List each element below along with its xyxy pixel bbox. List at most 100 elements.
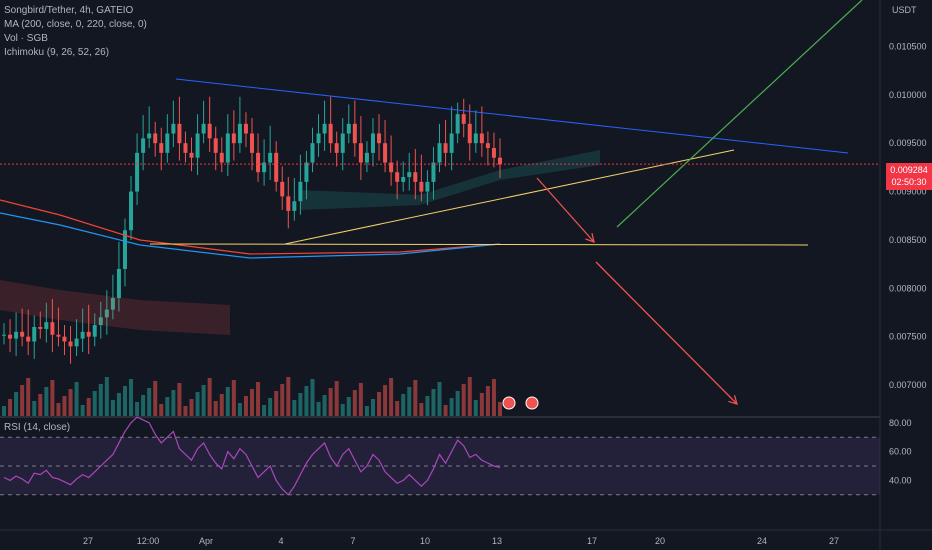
candle-body	[340, 133, 345, 153]
candle-body	[2, 334, 6, 336]
candle-body	[268, 152, 273, 163]
candle-body	[98, 317, 103, 326]
candle-body	[485, 143, 490, 149]
volume-bar	[2, 406, 6, 416]
x-tick-label: 27	[83, 536, 93, 546]
last-price: 0.009284	[890, 165, 928, 175]
candle-body	[32, 326, 37, 342]
candle-body	[44, 322, 49, 329]
candle-body	[207, 123, 212, 139]
volume-bar	[14, 392, 19, 416]
candle-body	[431, 162, 436, 182]
volume-bar	[165, 397, 170, 416]
candle-body	[455, 114, 460, 134]
volume-bar	[389, 378, 394, 416]
volume-bar	[62, 396, 67, 416]
volume-bar	[32, 401, 37, 416]
candle-body	[38, 326, 43, 329]
volume-bar	[401, 394, 406, 416]
candle-body	[413, 172, 418, 182]
candle-body	[153, 133, 158, 144]
x-tick-label: Apr	[199, 536, 213, 546]
volume-bar	[358, 383, 363, 416]
candle-body	[171, 123, 176, 134]
volume-bar	[322, 395, 327, 416]
x-tick-label: 24	[757, 536, 767, 546]
volume-bar	[383, 385, 388, 416]
volume-bar	[195, 392, 200, 416]
candle-body	[80, 331, 85, 339]
volume-bar	[364, 406, 369, 416]
candle-body	[177, 123, 182, 144]
candle-body	[304, 162, 309, 182]
candle-body	[292, 201, 297, 211]
volume-bar	[225, 387, 230, 416]
y-tick-label: 0.009500	[889, 138, 927, 148]
last-price-tag: 0.009284 02:50:30	[886, 163, 932, 190]
volume-bar	[147, 388, 152, 416]
x-tick-label: 13	[492, 536, 502, 546]
candle-body	[461, 114, 466, 124]
volume-bar	[467, 377, 472, 416]
volume-bar	[292, 400, 297, 416]
blue-trendline	[175, 78, 849, 154]
candle-body	[352, 123, 357, 144]
volume-bar	[104, 377, 109, 416]
candle-body	[250, 133, 254, 153]
volume-bar	[328, 388, 333, 416]
candle-body	[346, 123, 351, 134]
volume-bar	[437, 382, 442, 416]
red-arrow-2-head	[728, 395, 738, 405]
volume-bar	[491, 379, 496, 416]
candle-body	[316, 133, 321, 144]
volume-bar	[122, 386, 127, 416]
candle-body	[195, 133, 200, 158]
candle-body	[20, 331, 25, 337]
candle-body	[122, 230, 127, 269]
candle-body	[26, 336, 31, 342]
volume-bar	[316, 402, 321, 416]
candle-body	[425, 181, 430, 192]
volume-bar	[38, 394, 43, 416]
rsi-tick-label: 60.00	[889, 447, 912, 457]
volume-bar	[461, 384, 466, 416]
volume-bar	[213, 401, 218, 416]
volume-bar	[177, 383, 182, 416]
candle-body	[141, 138, 146, 153]
candle-body	[62, 336, 67, 342]
candle-body	[449, 133, 454, 153]
volume-bar	[80, 405, 85, 416]
candle-body	[383, 143, 388, 163]
candle-body	[189, 152, 194, 158]
candle-body	[407, 172, 412, 178]
candle-body	[322, 123, 327, 134]
volume-bar	[26, 378, 31, 416]
volume-bar	[419, 403, 424, 416]
volume-bar	[455, 391, 460, 416]
volume-bar	[237, 403, 242, 416]
candle-body	[14, 331, 19, 339]
yellow-trendline	[284, 149, 735, 245]
candle-body	[443, 143, 448, 153]
volume-bar	[68, 389, 73, 416]
x-tick-label: 7	[350, 536, 355, 546]
x-tick-label: 10	[420, 536, 430, 546]
x-tick-label: 17	[587, 536, 597, 546]
candle-body	[213, 138, 218, 153]
indicator-ichimoku: Ichimoku (9, 26, 52, 26)	[4, 47, 110, 58]
red-arrow-1-head	[585, 233, 595, 244]
x-tick-label: 27	[829, 536, 839, 546]
volume-bar	[473, 400, 478, 416]
volume-bar	[443, 405, 448, 416]
candle-body	[201, 123, 206, 134]
event-marker-1	[502, 396, 516, 410]
volume-bar	[207, 378, 212, 416]
volume-bar	[280, 384, 285, 416]
legend: Songbird/Tether, 4h, GATEIO MA (200, clo…	[4, 4, 147, 60]
candle-body	[358, 143, 363, 163]
volume-bar	[129, 379, 134, 416]
volume-bar	[413, 380, 418, 416]
volume-bar	[116, 393, 121, 416]
